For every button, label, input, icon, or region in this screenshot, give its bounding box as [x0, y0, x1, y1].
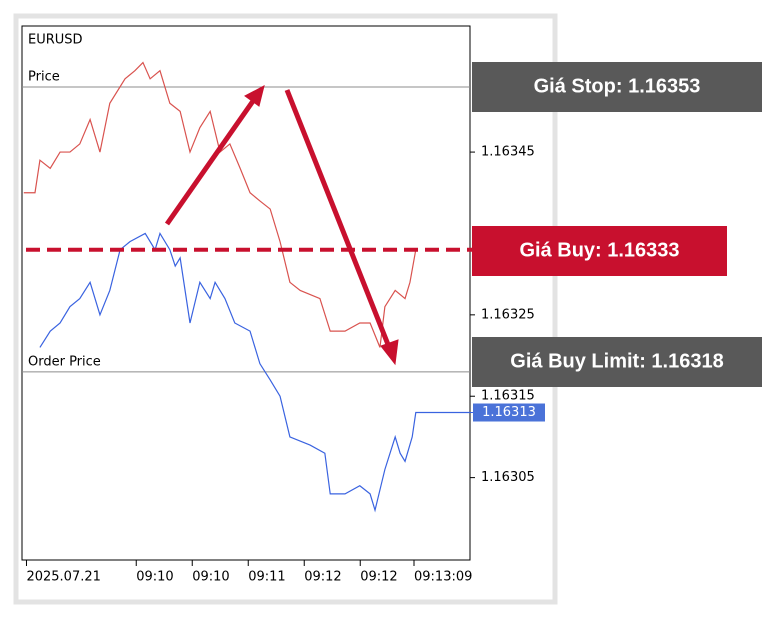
y-tick-label: 1.16325: [481, 307, 535, 322]
y-tick-label: 1.16315: [481, 389, 535, 404]
last-price-box: [473, 403, 545, 422]
arrows: [164, 85, 399, 366]
annotation-text: Giá Stop: 1.16353: [534, 75, 701, 97]
arrow: [164, 99, 256, 226]
price-line: [39, 231, 470, 513]
x-tick-label: 09:12: [304, 570, 341, 585]
x-tick-label: 09:13:09: [414, 570, 472, 585]
y-tick-label: 1.16305: [481, 470, 535, 485]
arrow: [284, 89, 392, 348]
x-tick-label: 2025.07.21: [26, 570, 100, 585]
annotation-text: Giá Buy: 1.16333: [519, 239, 679, 261]
x-tick-label: 09:10: [136, 570, 173, 585]
last-price-label: 1.16313: [482, 405, 536, 420]
annotation-box: [472, 226, 727, 276]
arrow-head: [244, 85, 265, 107]
level-label: Order Price: [28, 354, 101, 369]
plot-area: [21, 25, 471, 561]
arrow-head: [380, 339, 399, 366]
level-label: Price: [28, 69, 60, 84]
chart-title: EURUSD: [28, 33, 83, 48]
x-tick-label: 09:12: [360, 570, 397, 585]
frame: [13, 13, 558, 605]
annotation-box: [472, 62, 762, 112]
x-tick-label: 09:11: [248, 570, 285, 585]
price-line: [23, 61, 417, 348]
annotation-box: [472, 337, 762, 387]
y-tick-label: 1.16345: [481, 145, 535, 160]
x-tick-label: 09:10: [192, 570, 229, 585]
annotation-text: Giá Buy Limit: 1.16318: [510, 350, 723, 372]
